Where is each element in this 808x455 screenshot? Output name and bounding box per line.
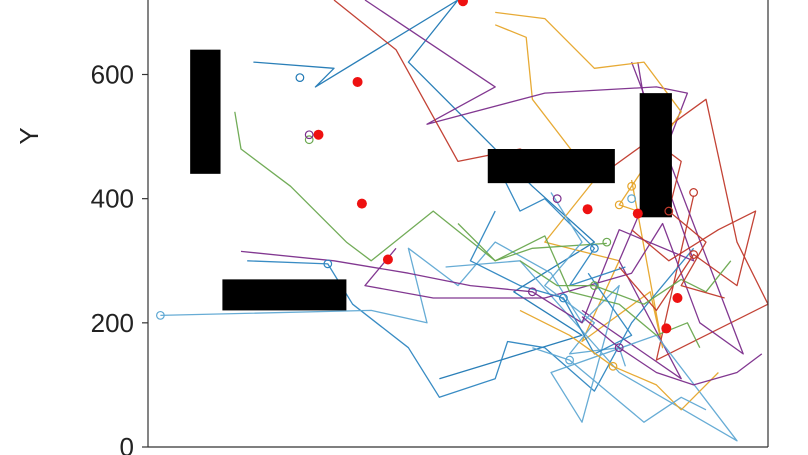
target-point <box>582 204 593 215</box>
target-point <box>661 323 672 334</box>
y-tick-label: 0 <box>120 432 134 455</box>
start-marker <box>590 281 599 290</box>
start-marker <box>528 287 537 297</box>
target-point <box>382 254 393 265</box>
trajectory-line <box>160 241 738 442</box>
obstacle-block <box>190 49 221 174</box>
y-tick-label: 600 <box>91 60 134 90</box>
y-tick-label: 400 <box>91 184 134 214</box>
trajectory-line <box>519 309 719 411</box>
start-marker <box>614 343 624 353</box>
trajectory-line <box>469 210 633 355</box>
trajectory-line <box>253 0 596 380</box>
obstacle-blocks <box>190 49 672 311</box>
start-marker <box>559 293 568 303</box>
plot-area <box>155 0 769 442</box>
obstacle-block <box>639 93 672 218</box>
target-point <box>356 198 367 209</box>
start-marker <box>295 73 305 83</box>
trajectory-line <box>544 192 627 367</box>
trajectory-line <box>364 61 744 355</box>
start-marker <box>627 181 636 191</box>
y-axis-label: Y <box>14 127 44 144</box>
target-point <box>457 0 468 7</box>
trajectory-line <box>364 0 689 380</box>
obstacle-block <box>487 149 615 184</box>
trajectory-line <box>532 347 707 423</box>
y-axis-ticks: 0 200 400 600 <box>91 60 148 455</box>
trajectory-line <box>457 223 701 348</box>
trajectory-line <box>519 260 732 305</box>
target-point <box>313 129 324 140</box>
target-markers <box>313 0 683 334</box>
start-marker <box>608 361 618 371</box>
trajectory-line <box>618 210 757 312</box>
start-markers <box>155 73 698 371</box>
start-marker <box>155 310 165 320</box>
start-marker <box>627 194 636 204</box>
trajectory-line <box>656 142 725 299</box>
target-point <box>632 208 643 219</box>
start-marker <box>552 194 562 204</box>
start-marker <box>323 259 333 269</box>
start-marker <box>304 130 314 140</box>
trajectory-line <box>495 11 682 212</box>
trajectory-line <box>494 24 664 349</box>
start-marker <box>614 200 624 210</box>
trajectory-lines <box>160 0 769 442</box>
start-marker <box>565 355 574 365</box>
start-marker <box>304 135 314 145</box>
trajectory-line <box>581 316 763 386</box>
obstacle-block <box>222 279 347 311</box>
y-tick-label: 200 <box>91 308 134 338</box>
trajectory-line <box>234 111 607 262</box>
target-point <box>672 293 683 303</box>
start-marker <box>602 237 612 247</box>
start-marker <box>664 206 674 216</box>
target-point <box>352 76 363 87</box>
start-marker <box>689 250 698 259</box>
start-marker <box>590 243 599 253</box>
start-marker <box>689 188 698 197</box>
